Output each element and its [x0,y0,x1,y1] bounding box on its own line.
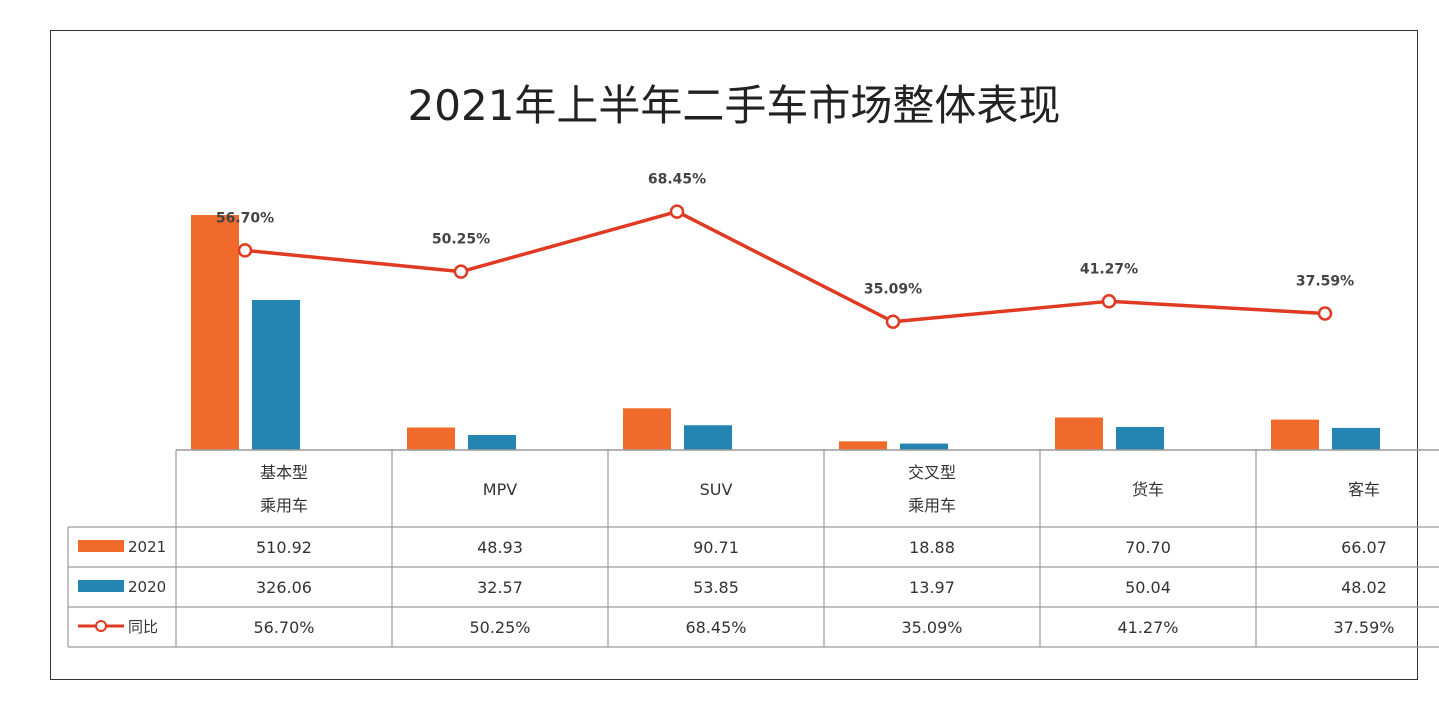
table-cell-value: 66.07 [1341,538,1387,557]
category-label: 货车 [1132,480,1164,499]
bar-2020 [1332,427,1380,450]
legend-swatch [78,580,124,592]
category-label: 乘用车 [260,496,308,515]
table-cell-value: 68.45% [685,618,746,637]
table-cell-value: 50.04 [1125,578,1171,597]
bar-2020 [684,425,732,450]
table-cell-value: 70.70 [1125,538,1171,557]
bar-2021 [1271,419,1319,450]
legend-label: 2020 [128,578,166,596]
bar-2020 [900,443,948,450]
bar-2020 [1116,426,1164,450]
legend-label: 同比 [128,618,158,636]
legend-label: 2021 [128,538,166,556]
yoy-point [1101,294,1117,309]
table-cell-value: 35.09% [901,618,962,637]
yoy-data-label: 35.09% [864,282,922,298]
legend-swatch [78,540,124,552]
category-label: 客车 [1348,480,1380,499]
table-cell-value: 13.97 [909,578,955,597]
bar-2021 [191,215,239,450]
legend-swatch [95,620,107,632]
yoy-data-label: 50.25% [432,232,490,248]
yoy-data-label: 37.59% [1296,273,1354,289]
yoy-line [244,209,1326,324]
category-label: MPV [483,480,517,499]
table-cell-value: 41.27% [1117,618,1178,637]
table-cell-value: 32.57 [477,578,523,597]
category-label: 乘用车 [908,496,956,515]
yoy-data-label: 41.27% [1080,261,1138,277]
table-cell-value: 50.25% [469,618,530,637]
table-cell-value: 90.71 [693,538,739,557]
bar-2020 [468,435,516,450]
yoy-point [1317,306,1333,321]
bar-2021 [839,441,887,450]
chart-title: 2021年上半年二手车市场整体表现 [407,81,1061,130]
yoy-data-label: 56.70% [216,210,274,226]
yoy-point [885,314,901,329]
bar-2021 [1055,417,1103,450]
category-label: 基本型 [260,463,308,482]
table-cell-value: 326.06 [256,578,312,597]
table-cell-value: 56.70% [253,618,314,637]
category-label: 交叉型 [908,463,956,482]
yoy-point [669,204,685,219]
table-cell-value: 37.59% [1333,618,1394,637]
bar-2021 [407,427,455,450]
chart-frame [50,30,1418,680]
table-cell-value: 510.92 [256,538,312,557]
yoy-data-label: 68.45% [648,172,706,188]
yoy-point [453,264,469,279]
table-cell-value: 53.85 [693,578,739,597]
table-cell-value: 18.88 [909,538,955,557]
bar-2021 [623,408,671,450]
table-cell-value: 48.93 [477,538,523,557]
yoy-point [237,243,253,258]
table-cell-value: 48.02 [1341,578,1387,597]
category-label: SUV [700,480,733,499]
bar-2020 [252,300,300,450]
